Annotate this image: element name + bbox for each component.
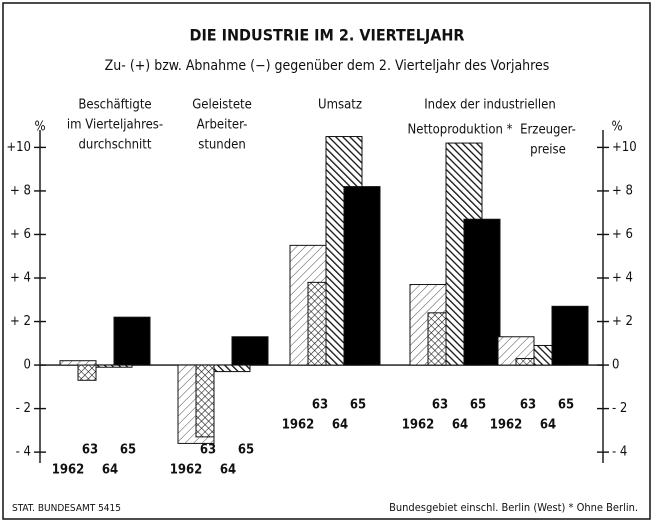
y-tick-label: +10 — [6, 140, 31, 155]
year-label: 65 — [120, 443, 136, 458]
category-label: preise — [530, 143, 566, 158]
year-label: 65 — [238, 443, 254, 458]
year-label: 1962 — [402, 418, 435, 433]
year-label: 1962 — [282, 418, 315, 433]
bar — [343, 186, 381, 366]
category-label: Arbeiter- — [197, 118, 248, 133]
year-label: 63 — [200, 443, 216, 458]
bar — [213, 364, 251, 373]
category-label: durchschnitt — [79, 138, 152, 153]
group-header: Index der industriellen — [424, 98, 556, 113]
year-label: 65 — [558, 398, 574, 413]
category-label: Erzeuger- — [520, 123, 576, 138]
y-unit: % — [34, 120, 45, 135]
category-label: Geleistete — [192, 98, 252, 113]
bar — [231, 336, 269, 366]
year-label: 63 — [82, 443, 98, 458]
year-label: 1962 — [170, 463, 203, 478]
year-label: 65 — [470, 398, 486, 413]
category-label: stunden — [198, 138, 246, 153]
bar — [551, 305, 589, 366]
category-label: Nettoproduktion * — [408, 123, 513, 138]
y2-tick-label: - 4 — [612, 445, 627, 460]
category-label: Beschäftigte — [78, 98, 151, 113]
y2-tick-label: + 6 — [612, 227, 633, 242]
year-label: 64 — [332, 418, 348, 433]
year-label: 64 — [452, 418, 468, 433]
bar — [463, 218, 501, 366]
y-tick-label: + 2 — [10, 314, 31, 329]
year-label: 1962 — [490, 418, 523, 433]
year-label: 1962 — [52, 463, 85, 478]
year-label: 65 — [350, 398, 366, 413]
bar — [59, 360, 97, 366]
y2-tick-label: + 2 — [612, 314, 633, 329]
category-label: Umsatz — [318, 98, 362, 113]
year-label: 64 — [102, 463, 118, 478]
y-tick-label: + 6 — [10, 227, 31, 242]
y2-tick-label: - 2 — [612, 401, 627, 416]
y2-tick-label: + 4 — [612, 271, 633, 286]
bar — [515, 358, 535, 366]
y2-tick-label: +10 — [612, 140, 637, 155]
y-tick-label: 0 — [24, 358, 31, 373]
y-tick-label: - 4 — [16, 445, 31, 460]
y-tick-label: - 2 — [16, 401, 31, 416]
year-label: 63 — [432, 398, 448, 413]
source: STAT. BUNDESAMT 5415 — [12, 503, 121, 514]
y2-unit: % — [611, 120, 622, 135]
y-tick-label: + 8 — [10, 183, 31, 198]
y-tick-label: + 4 — [10, 271, 31, 286]
year-label: 63 — [312, 398, 328, 413]
chart-subtitle: Zu- (+) bzw. Abnahme (−) gegenüber dem 2… — [105, 58, 550, 74]
bar — [113, 316, 151, 366]
y2-tick-label: + 8 — [612, 183, 633, 198]
bar — [307, 281, 327, 366]
year-label: 63 — [520, 398, 536, 413]
y2-tick-label: 0 — [612, 358, 619, 373]
chart-title: DIE INDUSTRIE IM 2. VIERTELJAHR — [190, 26, 465, 45]
year-label: 64 — [220, 463, 236, 478]
bar — [195, 364, 215, 438]
bar — [77, 364, 97, 381]
category-label: im Vierteljahres- — [67, 118, 163, 133]
note: Bundesgebiet einschl. Berlin (West) * Oh… — [389, 501, 638, 514]
year-label: 64 — [540, 418, 556, 433]
bar — [427, 312, 447, 366]
